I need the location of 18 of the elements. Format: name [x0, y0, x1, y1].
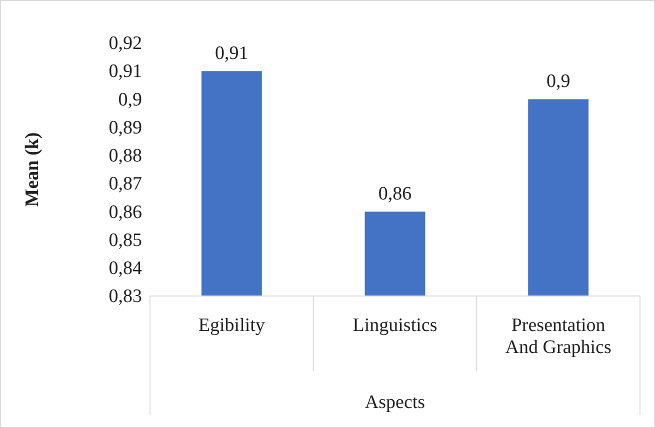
y-tick-label: 0,9 [118, 89, 142, 110]
y-axis-title: Mean (k) [22, 132, 43, 207]
y-tick-label: 0,88 [108, 146, 142, 167]
y-tick-label: 0,83 [108, 286, 142, 308]
x-tick-label: Linguistics [352, 315, 438, 336]
y-tick-label: 0,84 [108, 258, 142, 279]
y-tick-label: 0,89 [108, 117, 142, 138]
y-tick-label: 0,87 [108, 174, 142, 195]
y-tick-label: 0,86 [108, 202, 142, 223]
y-tick-label: 0,92 [108, 33, 142, 54]
data-label: 0,91 [215, 43, 248, 64]
data-label: 0,86 [378, 184, 412, 205]
x-tick-label: Presentation And Graphics [505, 315, 612, 358]
x-axis-title: Aspects [364, 392, 426, 413]
data-label: 0,9 [546, 71, 570, 92]
x-tick-label: Egibility [198, 315, 266, 336]
y-tick-label: 0,85 [108, 230, 142, 251]
y-tick-label: 0,91 [108, 61, 142, 82]
